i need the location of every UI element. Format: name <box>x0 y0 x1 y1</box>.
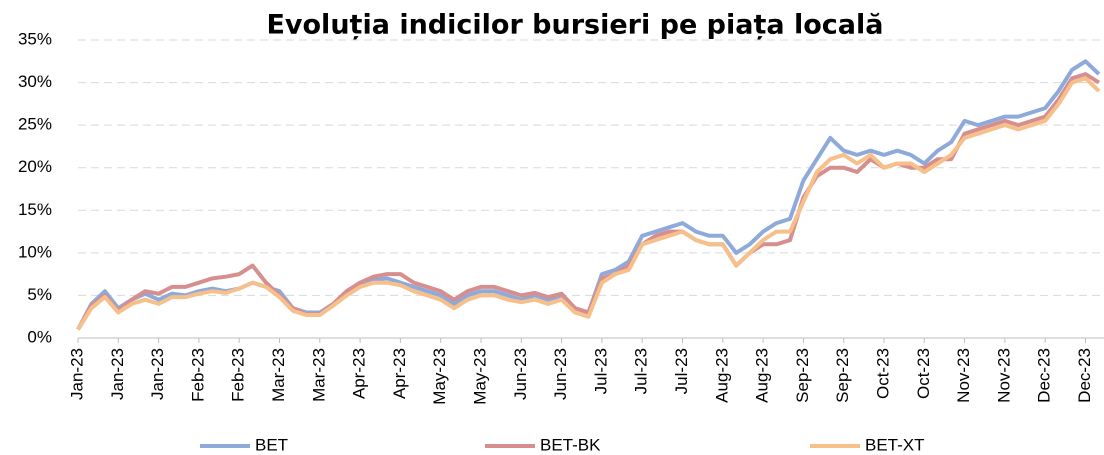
x-tick-label: Jul-23 <box>632 348 651 394</box>
y-tick-label: 25% <box>18 115 52 134</box>
x-tick-label: Apr-23 <box>350 348 369 399</box>
x-tick-label: Nov-23 <box>954 348 973 403</box>
x-tick-label: Sep-23 <box>833 348 852 403</box>
legend-label: BET <box>255 435 288 454</box>
x-tick-label: Oct-23 <box>914 348 933 399</box>
x-tick-label: Jan-23 <box>148 348 167 400</box>
x-tick-label: Sep-23 <box>793 348 812 403</box>
legend-label: BET-XT <box>865 435 925 454</box>
x-tick-label: May-23 <box>470 348 489 405</box>
x-tick-label: Dec-23 <box>1075 348 1094 403</box>
x-tick-label: May-23 <box>430 348 449 405</box>
x-tick-label: Feb-23 <box>188 348 207 402</box>
x-tick-label: Jan-23 <box>67 348 86 400</box>
y-tick-label: 5% <box>27 285 52 304</box>
x-tick-label: Nov-23 <box>994 348 1013 403</box>
x-tick-label: Dec-23 <box>1035 348 1054 403</box>
x-tick-label: Aug-23 <box>753 348 772 403</box>
x-tick-label: Jul-23 <box>672 348 691 394</box>
x-tick-label: Jun-23 <box>551 348 570 400</box>
legend-label: BET-BK <box>540 435 601 454</box>
y-tick-label: 35% <box>18 29 52 48</box>
y-tick-label: 20% <box>18 157 52 176</box>
x-tick-label: Oct-23 <box>873 348 892 399</box>
chart-title: Evoluția indicilor bursieri pe piața loc… <box>266 10 883 41</box>
x-tick-label: Jun-23 <box>511 348 530 400</box>
x-tick-label: Aug-23 <box>712 348 731 403</box>
x-tick-label: Jul-23 <box>591 348 610 394</box>
y-tick-label: 0% <box>27 327 52 346</box>
y-tick-label: 30% <box>18 72 52 91</box>
series-line <box>76 76 1101 331</box>
x-tick-label: Mar-23 <box>269 348 288 402</box>
x-tick-label: Mar-23 <box>309 348 328 402</box>
x-tick-label: Jan-23 <box>108 348 127 400</box>
x-tick-label: Feb-23 <box>229 348 248 402</box>
y-tick-label: 15% <box>18 200 52 219</box>
y-tick-label: 10% <box>18 242 52 261</box>
x-tick-label: Apr-23 <box>390 348 409 399</box>
